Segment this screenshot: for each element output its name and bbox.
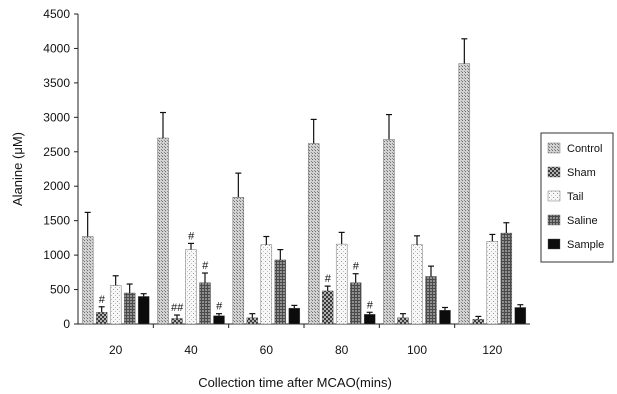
x-tick-label: 80 [335, 343, 349, 357]
bar-control-100 [383, 139, 395, 325]
bar-tail-100 [411, 244, 423, 325]
bar-sham-120 [472, 318, 485, 325]
legend-swatch-control [547, 142, 561, 154]
bar-control-60 [232, 197, 245, 325]
legend-label-sham: Sham [567, 167, 596, 179]
bar-tail-40 [185, 249, 197, 325]
y-tick-label: 0 [63, 317, 70, 331]
x-tick-label: 60 [260, 343, 274, 357]
legend-label-tail: Tail [567, 191, 584, 203]
bar-sample-60 [288, 307, 301, 325]
significance-marker: # [202, 260, 209, 272]
y-tick-label: 4000 [43, 41, 70, 55]
annotations: ######### [99, 230, 374, 314]
bar-saline-120 [500, 232, 513, 325]
bar-sham-20 [95, 312, 108, 325]
legend-swatch-saline [547, 214, 561, 226]
y-tick-label: 3500 [43, 76, 70, 90]
significance-marker: # [188, 230, 195, 242]
legend-label-saline: Saline [567, 215, 598, 227]
x-tick-label: 120 [482, 343, 502, 357]
y-tick-label: 500 [50, 283, 70, 297]
bar-sample-80 [363, 314, 376, 325]
bar-control-20 [81, 236, 94, 325]
bar-sample-20 [137, 296, 150, 325]
significance-marker: # [325, 273, 332, 285]
legend-swatch-sham [547, 166, 561, 178]
bar-saline-100 [425, 276, 437, 325]
significance-marker: # [216, 301, 223, 313]
y-axis-label: Alanine (μM) [10, 132, 25, 206]
y-tick-label: 1000 [43, 248, 70, 262]
significance-marker: # [353, 261, 360, 273]
bar-saline-80 [349, 282, 362, 325]
significance-marker: # [99, 294, 106, 306]
y-tick-label: 4500 [43, 7, 70, 21]
x-tick-label: 100 [407, 343, 427, 357]
bar-control-120 [458, 63, 471, 325]
legend-swatch-tail [547, 190, 561, 202]
legend-swatch-sample [547, 238, 561, 250]
bar-saline-20 [123, 292, 136, 325]
significance-marker: ## [171, 302, 184, 314]
bar-control-80 [307, 143, 320, 325]
bar-sham-100 [397, 317, 409, 325]
x-tick-label: 20 [109, 343, 123, 357]
bar-tail-60 [260, 244, 273, 325]
legend-label-sample: Sample [567, 239, 604, 251]
significance-marker: # [367, 299, 374, 311]
legend: Control Sham Tail Saline Sample [540, 132, 614, 263]
bar-tail-120 [486, 241, 499, 325]
bar-sample-120 [514, 307, 527, 325]
bar-control-40 [157, 137, 169, 325]
bar-sham-80 [321, 290, 334, 325]
y-tick-label: 3000 [43, 110, 70, 124]
y-tick-label: 1500 [43, 214, 70, 228]
legend-label-control: Control [567, 143, 602, 155]
bar-sham-40 [171, 318, 183, 325]
bar-saline-40 [199, 282, 211, 325]
x-tick-labels: 20 40 60 80 100 120 [109, 343, 503, 357]
bar-saline-60 [274, 259, 287, 325]
axes [74, 13, 530, 328]
bar-tail-20 [109, 285, 122, 325]
bar-sham-60 [246, 317, 259, 325]
bars [81, 38, 527, 325]
x-axis-label: Collection time after MCAO(mins) [198, 375, 392, 390]
y-tick-label: 2500 [43, 145, 70, 159]
bar-sample-40 [213, 315, 225, 325]
x-tick-label: 40 [184, 343, 198, 357]
y-tick-label: 2000 [43, 179, 70, 193]
y-tick-labels: 0 500 1000 1500 2000 2500 3000 3500 4000 4500 [43, 7, 70, 331]
bar-sample-100 [439, 310, 451, 325]
bar-tail-80 [335, 243, 348, 325]
